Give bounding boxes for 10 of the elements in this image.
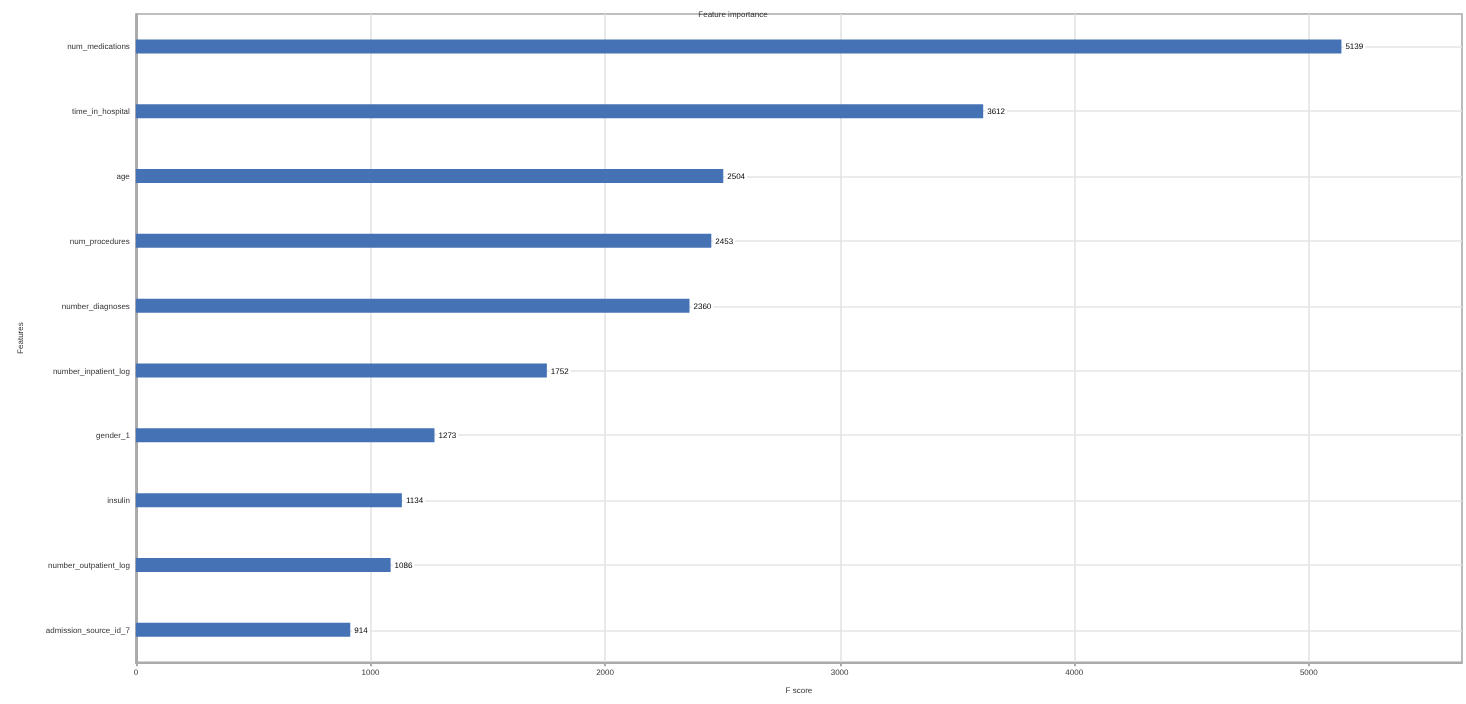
bar [135,493,402,508]
bar [135,169,724,184]
bar [135,233,712,248]
bar [135,557,391,572]
bar [135,363,547,378]
bar [135,104,984,119]
bar [135,39,1342,54]
bar [135,622,351,637]
bar [135,428,435,443]
bar [135,298,690,313]
